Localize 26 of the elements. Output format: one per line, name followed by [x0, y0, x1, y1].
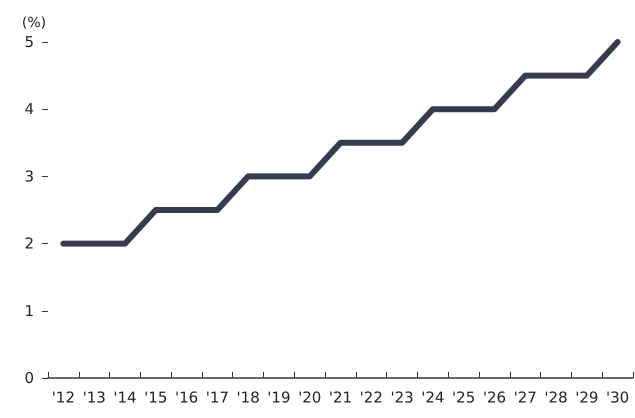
y-tick-label: 4	[24, 100, 34, 118]
y-tick-label: 1	[24, 302, 34, 320]
x-tick-label: '29	[575, 388, 598, 406]
x-tick-label: '19	[267, 388, 291, 406]
x-tick-label: '30	[606, 388, 630, 406]
x-tick-label: '28	[544, 388, 568, 406]
x-tick-label: '23	[390, 388, 414, 406]
x-tick-label: '13	[82, 388, 106, 406]
x-tick-label: '12	[52, 388, 76, 406]
x-tick-label: '26	[482, 388, 506, 406]
y-tick-label: 3	[24, 167, 34, 186]
x-tick-label: '16	[174, 388, 198, 406]
y-tick-label: 5	[24, 33, 34, 51]
y-tick-label: 0	[24, 369, 34, 387]
x-tick-label: '27	[514, 388, 537, 406]
y-tick-label: 2	[24, 234, 34, 253]
x-tick-label: '24	[421, 388, 444, 406]
x-tick-label: '15	[144, 388, 168, 406]
x-tick-label: '18	[236, 388, 260, 406]
x-tick-label: '14	[113, 388, 137, 406]
x-tick-label: '25	[452, 388, 476, 406]
x-tick-label: '22	[360, 388, 383, 406]
x-tick-label: '17	[206, 388, 229, 406]
x-tick-label: '21	[328, 388, 352, 406]
y-axis-title: (%)	[22, 15, 46, 31]
x-tick-label: '20	[298, 388, 322, 406]
